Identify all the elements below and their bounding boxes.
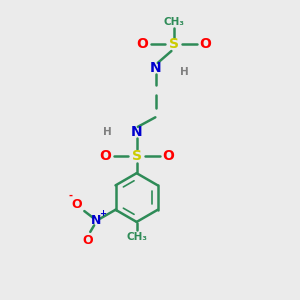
Text: O: O bbox=[199, 38, 211, 52]
Text: S: S bbox=[169, 38, 179, 52]
Text: CH₃: CH₃ bbox=[163, 17, 184, 27]
Text: +: + bbox=[99, 209, 106, 218]
Text: N: N bbox=[91, 214, 101, 227]
Text: O: O bbox=[136, 38, 148, 52]
Text: N: N bbox=[150, 61, 162, 75]
Text: H: H bbox=[180, 67, 189, 77]
Text: O: O bbox=[82, 234, 93, 247]
Text: -: - bbox=[68, 191, 72, 201]
Text: O: O bbox=[162, 149, 174, 163]
Text: CH₃: CH₃ bbox=[126, 232, 147, 242]
Text: S: S bbox=[132, 149, 142, 163]
Text: H: H bbox=[103, 127, 111, 137]
Text: N: N bbox=[131, 125, 142, 139]
Text: O: O bbox=[100, 149, 111, 163]
Text: O: O bbox=[72, 198, 82, 211]
